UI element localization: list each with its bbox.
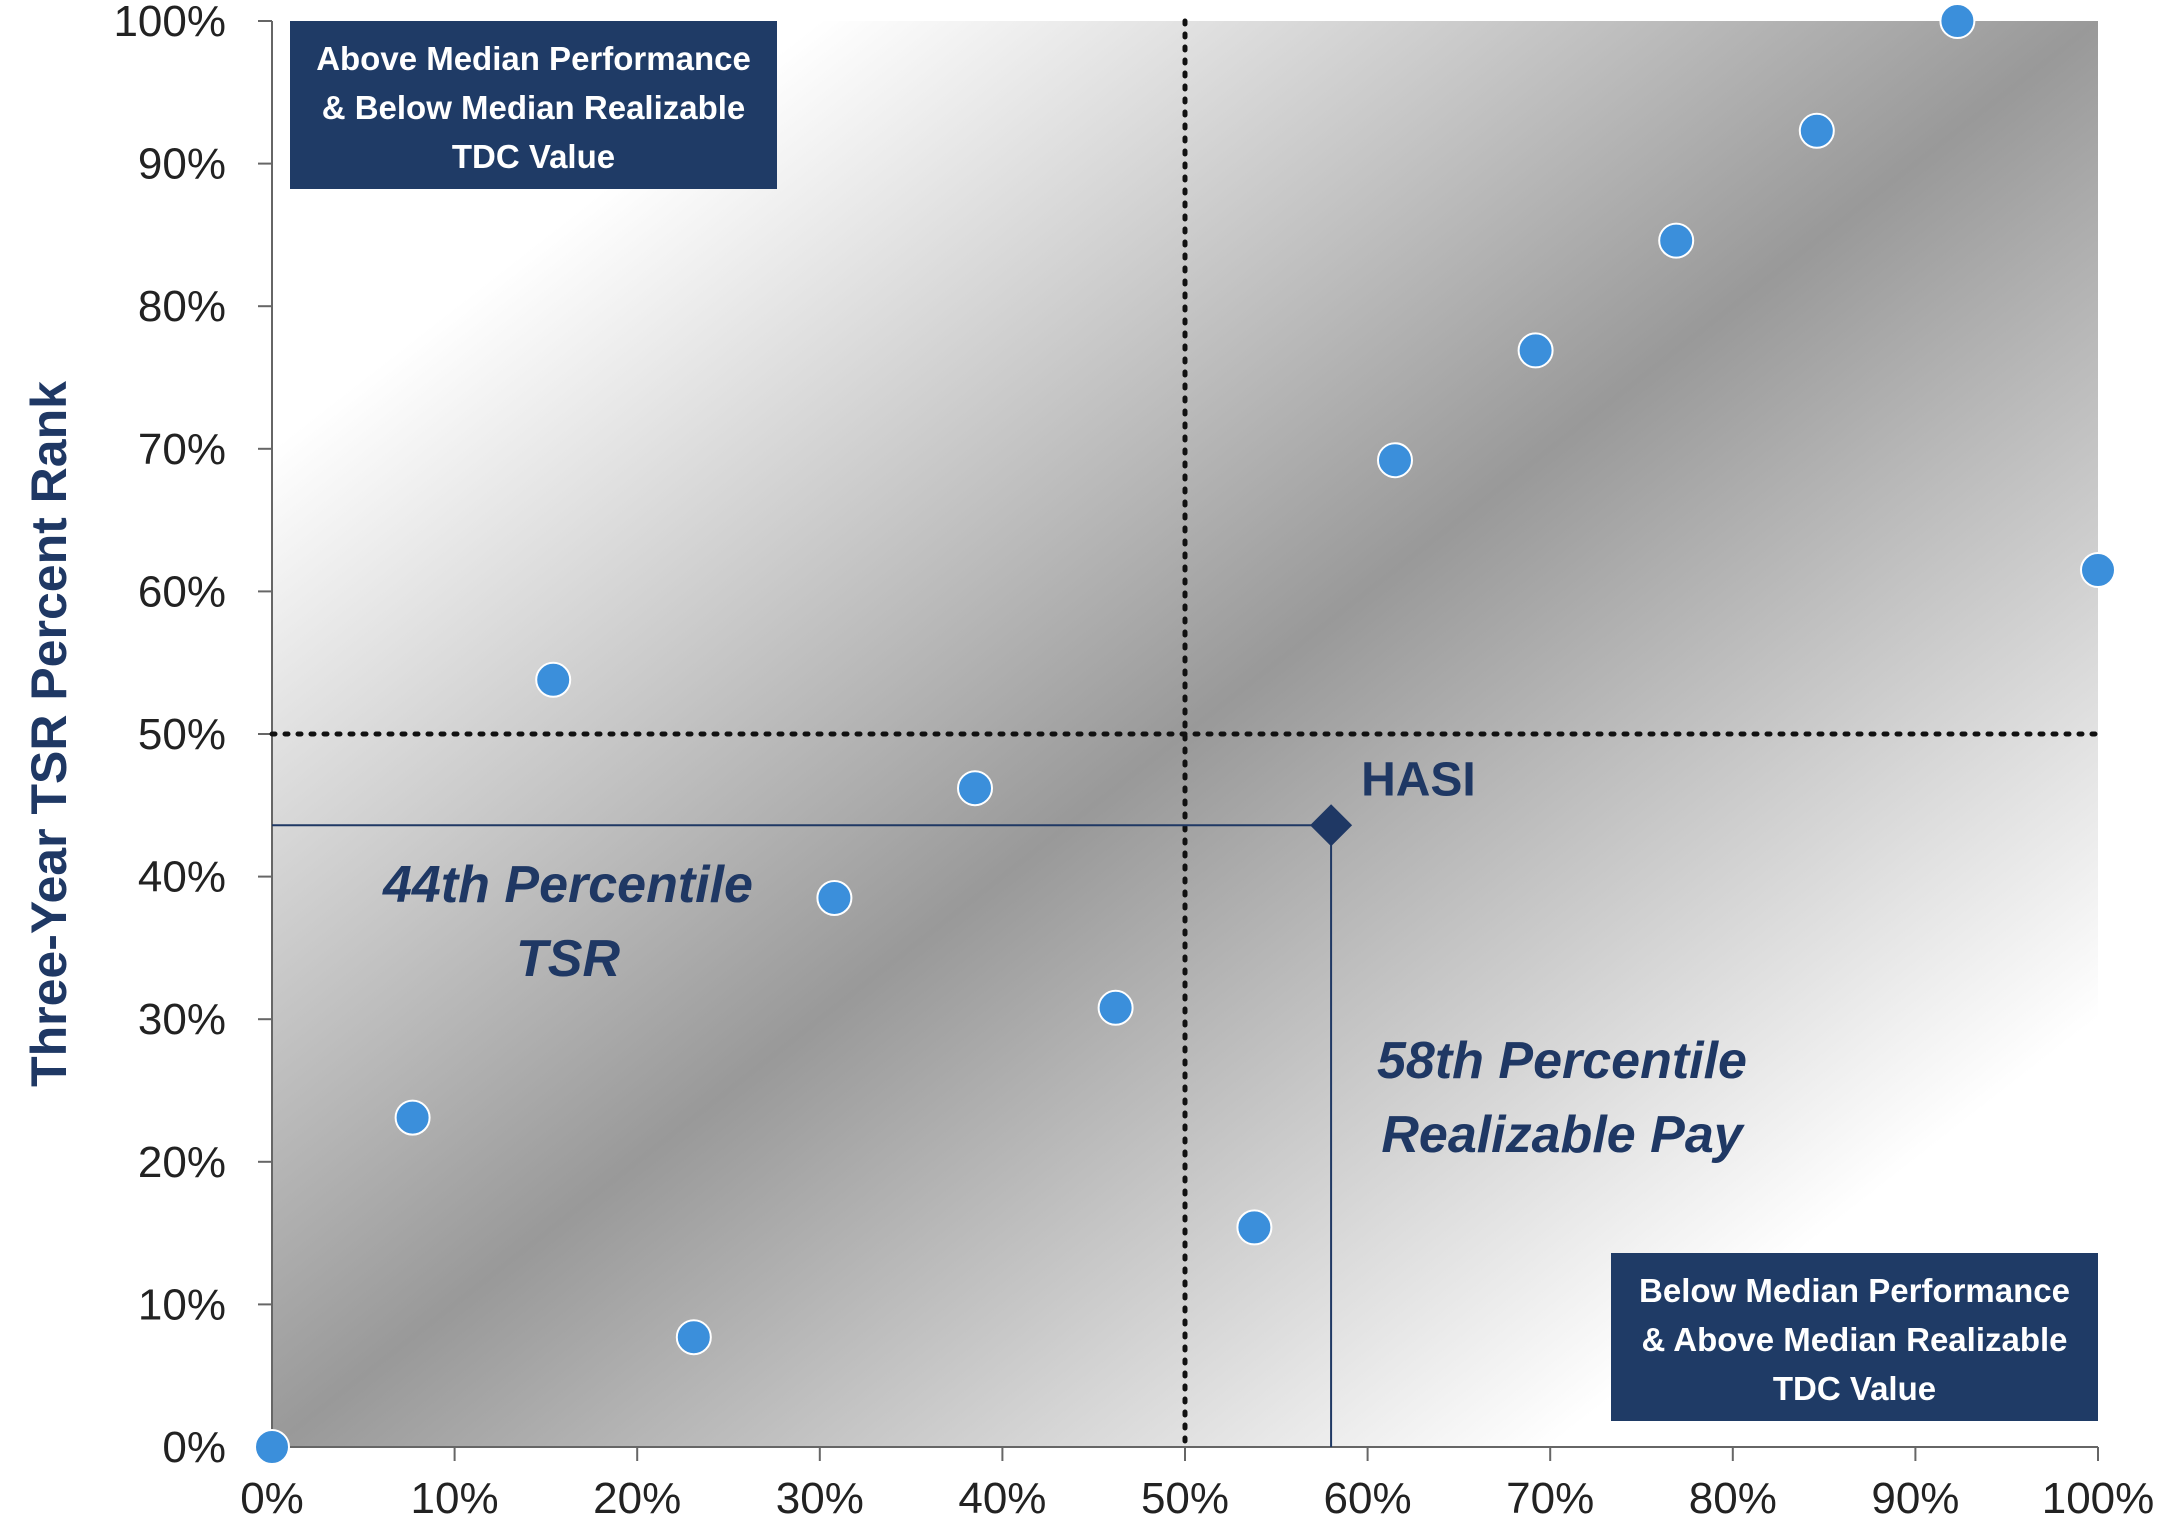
x-tick-label: 10% xyxy=(411,1474,499,1521)
quadrant-box-bottom-right xyxy=(1611,1253,2098,1421)
pay-percentile-label-line2: Realizable Pay xyxy=(1381,1106,1745,1164)
x-tick-label: 70% xyxy=(1506,1474,1594,1521)
peer-point xyxy=(1658,222,1695,259)
y-tick-label: 70% xyxy=(138,425,226,474)
y-tick-label: 40% xyxy=(138,853,226,902)
quadrant-box-top-left xyxy=(290,21,777,189)
quadrant-box-top-left-text: Above Median Performance xyxy=(316,40,751,77)
y-tick-label: 90% xyxy=(138,140,226,189)
x-tick-label: 40% xyxy=(958,1474,1046,1521)
y-tick-label: 30% xyxy=(138,995,226,1044)
tsr-percentile-label: 44th Percentile xyxy=(382,856,753,914)
quadrant-box-bottom-right-text: & Above Median Realizable xyxy=(1641,1321,2067,1358)
peer-point xyxy=(816,879,853,916)
peer-point xyxy=(535,661,572,698)
x-tick-label: 0% xyxy=(240,1474,304,1521)
y-tick-label: 80% xyxy=(138,282,226,331)
x-tick-label: 90% xyxy=(1871,1474,1959,1521)
tsr-percentile-label-line2: TSR xyxy=(516,930,620,988)
y-tick-label: 0% xyxy=(162,1423,226,1472)
quadrant-box-bottom-right-text: Below Median Performance xyxy=(1639,1272,2070,1309)
y-tick-label: 60% xyxy=(138,567,226,616)
pay-percentile-label: 58th Percentile xyxy=(1377,1032,1747,1090)
peer-point xyxy=(254,1429,290,1465)
peer-point xyxy=(1798,112,1835,149)
axes: 0% 10% 20% 30% 40% 50% 60% 70% 80% 90% 100% 0% 10% 20… xyxy=(21,0,2154,1521)
quadrant-box-bottom-right-text: TDC Value xyxy=(1773,1370,1936,1407)
hasi-label: HASI xyxy=(1361,753,1476,806)
peer-point xyxy=(1939,3,1976,39)
peer-point xyxy=(1517,332,1554,369)
peer-point xyxy=(1376,442,1413,479)
y-tick-label: 20% xyxy=(138,1138,226,1187)
annotations: HASI 44th Percentile TSR 58th Percentile Rea… xyxy=(290,21,2098,1421)
reference-lines xyxy=(269,18,2101,1450)
quadrant-box-top-left-text: & Below Median Realizable xyxy=(322,89,746,126)
x-tick-label: 100% xyxy=(2042,1474,2155,1521)
y-tick-label: 100% xyxy=(113,0,226,46)
quadrant-box-top-left-text: TDC Value xyxy=(452,138,615,175)
y-axis-title: Three-Year TSR Percent Rank xyxy=(21,381,77,1087)
x-tick-label: 80% xyxy=(1689,1474,1777,1521)
peer-point xyxy=(675,1319,712,1356)
peer-point xyxy=(1236,1209,1273,1246)
x-tick-label: 20% xyxy=(593,1474,681,1521)
x-tick-label: 60% xyxy=(1324,1474,1412,1521)
peer-point xyxy=(1097,989,1134,1026)
peer-point xyxy=(2080,552,2116,589)
hasi-diamond-point xyxy=(1310,804,1353,847)
peer-point xyxy=(394,1099,431,1136)
y-tick-label: 50% xyxy=(138,710,226,759)
x-tick-label: 50% xyxy=(1141,1474,1229,1521)
peer-point xyxy=(957,770,994,807)
y-tick-label: 10% xyxy=(138,1280,226,1329)
x-tick-label: 30% xyxy=(776,1474,864,1521)
data-points xyxy=(254,3,2116,1465)
